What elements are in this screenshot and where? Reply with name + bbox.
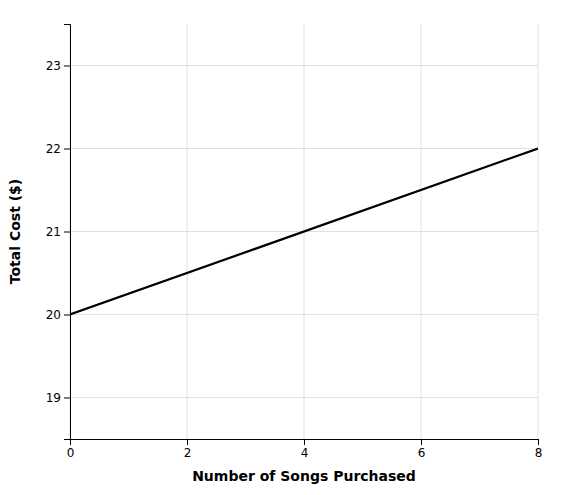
y-tick-label: 22 (46, 142, 61, 156)
x-tick-mark (421, 439, 422, 445)
x-tick-mark (187, 439, 188, 445)
y-grid-line (70, 397, 538, 398)
x-tick-mark (304, 439, 305, 445)
y-tick: 20 (46, 308, 70, 322)
y-tick-mark (64, 149, 70, 150)
y-tick: 23 (46, 59, 70, 73)
y-tick: 22 (46, 142, 70, 156)
x-tick: 0 (67, 439, 75, 460)
x-tick-label: 0 (67, 446, 75, 460)
x-axis: 0 2 4 6 8 (67, 439, 543, 460)
y-axis-title: Total Cost ($) (7, 179, 23, 284)
x-tick: 2 (184, 439, 192, 460)
x-axis-title: Number of Songs Purchased (192, 468, 416, 484)
x-tick: 4 (301, 439, 309, 460)
data-line (70, 149, 538, 315)
y-tick-label: 23 (46, 59, 61, 73)
y-grid-line (70, 314, 538, 315)
y-tick-label: 19 (46, 391, 61, 405)
y-tick-mark (64, 398, 70, 399)
y-tick-mark (64, 66, 70, 67)
x-tick-label: 8 (535, 446, 543, 460)
y-grid-line (70, 148, 538, 149)
y-tick-mark (64, 232, 70, 233)
grid (70, 24, 538, 439)
y-axis-line (64, 25, 71, 440)
y-tick: 21 (46, 225, 70, 239)
y-axis: 19 20 21 22 23 (46, 25, 71, 440)
x-tick: 8 (535, 439, 543, 460)
y-tick-label: 20 (46, 308, 61, 322)
y-tick-mark (64, 315, 70, 316)
x-tick-label: 6 (418, 446, 426, 460)
x-axis-line (71, 440, 539, 446)
x-tick-label: 2 (184, 446, 192, 460)
y-tick: 19 (46, 391, 70, 405)
x-tick-label: 4 (301, 446, 309, 460)
x-tick-mark (538, 439, 539, 445)
x-tick: 6 (418, 439, 426, 460)
plot-area (70, 149, 538, 315)
y-tick-label: 21 (46, 225, 61, 239)
y-grid-line (70, 65, 538, 66)
chart: 0 2 4 6 8 19 20 21 22 23 Number of Songs Purchased… (0, 0, 566, 495)
